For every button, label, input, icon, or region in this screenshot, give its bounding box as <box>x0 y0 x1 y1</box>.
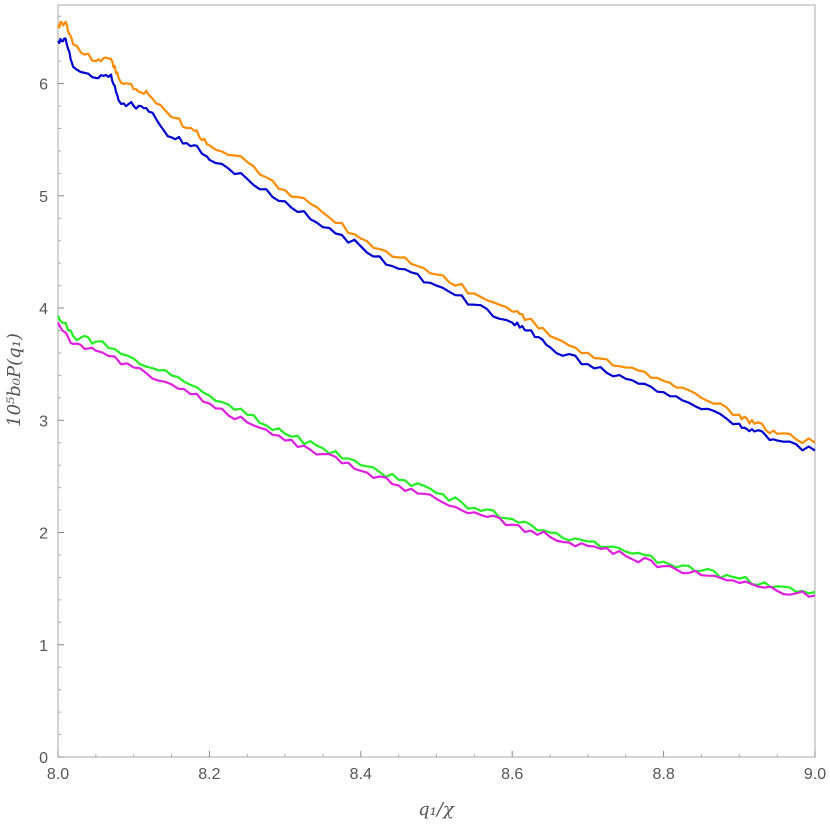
x-tick-label: 9.0 <box>804 766 826 783</box>
x-axis-ticks: 8.0 8.2 8.4 8.6 8.8 9.0 <box>47 751 826 783</box>
series-line-4 <box>57 322 816 598</box>
y-tick-label: 2 <box>39 526 48 543</box>
y-tick-label: 0 <box>39 750 48 767</box>
y-axis-ticks: 0 1 2 3 4 5 6 <box>39 15 64 767</box>
y-tick-label: 5 <box>39 189 48 206</box>
series-line-3 <box>57 315 816 595</box>
x-tick-label: 8.6 <box>501 766 523 783</box>
series-line-1 <box>57 20 816 445</box>
y-tick-label: 4 <box>39 301 48 318</box>
x-tick-label: 8.4 <box>350 766 372 783</box>
y-tick-label: 3 <box>39 413 48 430</box>
x-axis-title: q₁/χ <box>418 799 455 820</box>
y-axis-title: 10⁵b₀P(q₁) <box>4 333 25 427</box>
x-tick-label: 8.0 <box>47 766 69 783</box>
x-tick-label: 8.2 <box>198 766 220 783</box>
y-tick-label: 1 <box>39 638 48 655</box>
series-line-2 <box>57 37 816 452</box>
y-tick-label: 6 <box>39 77 48 94</box>
series-layer <box>57 20 816 598</box>
x-tick-label: 8.8 <box>652 766 674 783</box>
